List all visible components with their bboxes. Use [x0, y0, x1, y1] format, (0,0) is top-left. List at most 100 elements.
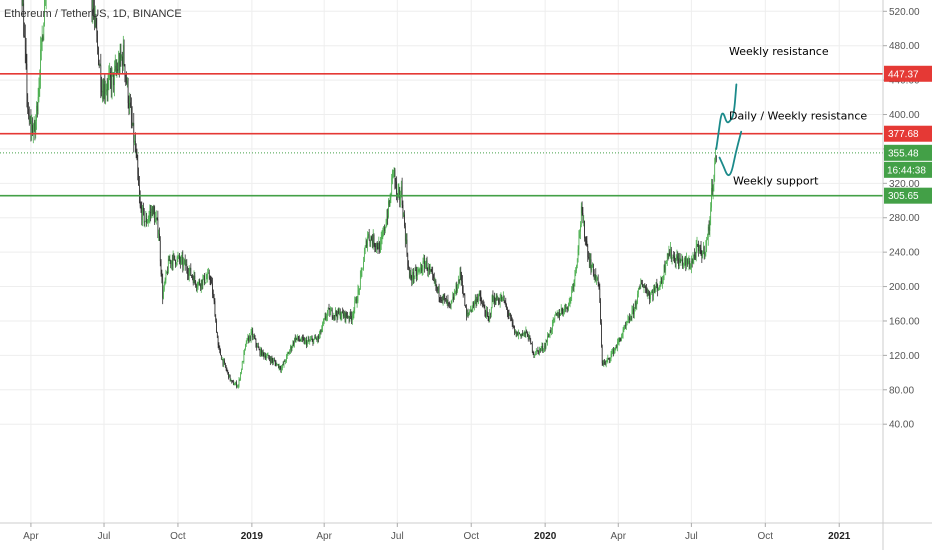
candle-body [655, 284, 657, 289]
candle-body [391, 178, 393, 196]
candle-body [98, 47, 99, 65]
candle-body [329, 308, 331, 316]
candle-body [243, 352, 245, 362]
candle-body [44, 0, 45, 24]
candle-body [479, 293, 481, 296]
candle-body [596, 279, 597, 281]
candle-body [370, 236, 372, 243]
candle-body [287, 353, 289, 355]
candle-body [384, 227, 386, 231]
candle-body [209, 277, 211, 281]
candle-body [315, 338, 317, 340]
candle-body [36, 105, 38, 111]
candle-body [489, 313, 491, 319]
candle-body [175, 263, 177, 265]
countdown-badge [884, 161, 932, 178]
candle-body [333, 315, 335, 318]
candle-body [342, 311, 344, 314]
candle-body [297, 336, 299, 339]
candle-body [601, 345, 603, 364]
candle-body [548, 335, 549, 337]
candle-body [291, 346, 293, 350]
time-axis[interactable]: Apr Jul Oct 2019 Apr Jul Oct 2020 Apr Jul Oct 2021 [23, 523, 851, 542]
candle-body [417, 272, 418, 277]
candle-body [390, 195, 392, 199]
candle-body [582, 213, 584, 223]
candle-body [437, 287, 439, 291]
candle-body [433, 274, 434, 278]
candle-body [388, 201, 390, 205]
candle-body [111, 73, 113, 90]
level-annotation: Weekly resistance [729, 45, 829, 58]
candle-body [554, 315, 556, 319]
candle-body [31, 124, 33, 131]
candle-body [503, 295, 504, 297]
candle-body [368, 234, 370, 240]
time-tick-label: 2021 [828, 531, 851, 542]
candle-body [437, 287, 438, 291]
candle-body [597, 277, 599, 284]
candle-body [393, 169, 395, 171]
candle-body [598, 283, 600, 289]
candle-body [249, 335, 250, 342]
candle-body [361, 268, 363, 271]
candle-body [334, 315, 335, 316]
time-tick-label: Apr [316, 531, 332, 542]
candle-body [278, 364, 279, 368]
candle-body [535, 354, 536, 356]
candle-body [708, 226, 710, 231]
candle-body [286, 355, 287, 362]
candle-body [328, 308, 330, 310]
candle-body [288, 353, 290, 354]
candle-body [442, 295, 444, 301]
candle-body [285, 361, 286, 362]
candle-body [457, 288, 458, 291]
candle-body [254, 338, 256, 339]
price-tick-label: 120.00 [889, 351, 920, 362]
candle-body [616, 347, 618, 349]
candle-body [555, 314, 556, 316]
candle-body [560, 309, 562, 315]
candle-body [703, 246, 704, 254]
candle-body [41, 36, 43, 38]
candle-body [213, 295, 215, 302]
candle-body [478, 294, 479, 300]
candle-body [141, 209, 143, 220]
candle-body [623, 329, 625, 330]
candle-body [470, 309, 472, 312]
candle-body [441, 300, 443, 301]
candle-body [258, 348, 260, 350]
candle-body [495, 296, 497, 305]
candle-body [145, 218, 147, 222]
candle-body [313, 339, 315, 344]
candle-body [93, 7, 94, 14]
candle-body [139, 195, 141, 207]
candle-body [444, 297, 446, 299]
level-price-badge [884, 187, 932, 204]
annotations: Weekly resistance Daily / Weekly resistan… [729, 45, 867, 188]
candle-body [674, 256, 675, 263]
candle-body [462, 280, 463, 291]
candle-body [589, 259, 591, 267]
candle-body [617, 341, 619, 343]
levels[interactable] [0, 72, 883, 197]
candle-body [628, 317, 630, 320]
candle-body [549, 330, 551, 337]
candle-body [314, 336, 315, 340]
candle-body [614, 347, 616, 350]
candle-body [445, 298, 447, 304]
candle-body [687, 258, 688, 265]
candle-body [561, 309, 563, 311]
candle-body [306, 341, 308, 346]
candle-body [364, 252, 365, 262]
candle-body [485, 312, 487, 317]
candle-body [217, 337, 219, 345]
candle-body [472, 302, 474, 308]
time-tick-label: Oct [170, 531, 186, 542]
candle-body [299, 340, 301, 341]
candle-body [408, 265, 409, 268]
candle-body [446, 300, 448, 304]
candle-body [229, 374, 230, 378]
candle-body [327, 308, 329, 312]
